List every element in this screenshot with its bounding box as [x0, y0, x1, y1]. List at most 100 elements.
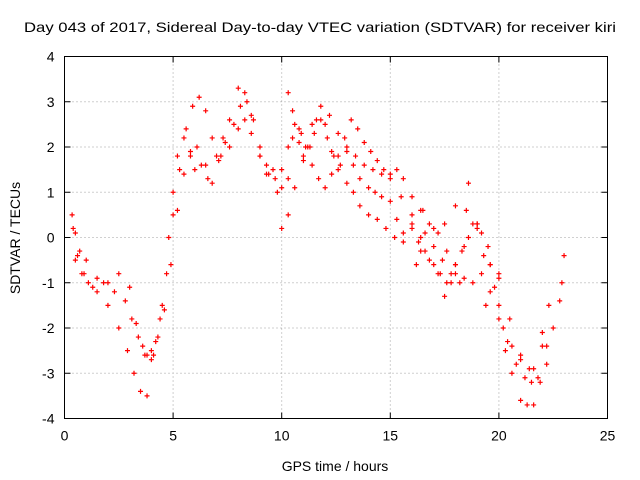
data-point — [237, 103, 243, 109]
plot-frame — [64, 56, 608, 419]
data-point — [452, 203, 458, 209]
data-point — [400, 176, 406, 182]
data-point — [203, 108, 209, 114]
data-point — [422, 230, 428, 236]
data-point — [544, 343, 550, 349]
data-point — [170, 189, 176, 195]
data-point — [387, 171, 393, 177]
data-point — [83, 257, 89, 263]
data-point — [435, 230, 441, 236]
data-point — [509, 343, 515, 349]
data-point — [526, 366, 532, 372]
data-point — [153, 339, 159, 345]
data-point — [394, 216, 400, 222]
data-point — [400, 239, 406, 245]
data-point — [342, 135, 348, 141]
data-point — [387, 176, 393, 182]
data-point — [452, 271, 458, 277]
data-point — [500, 325, 506, 331]
data-point — [379, 171, 385, 177]
data-point — [483, 302, 489, 308]
data-point — [209, 135, 215, 141]
data-point — [481, 253, 487, 259]
data-point — [292, 121, 298, 127]
data-point — [187, 149, 193, 155]
data-point — [220, 135, 226, 141]
data-point — [231, 121, 237, 127]
data-point — [194, 144, 200, 150]
data-point — [244, 99, 250, 105]
series-kiri-e — [413, 180, 567, 381]
data-point — [181, 135, 187, 141]
data-point — [300, 158, 306, 164]
data-point — [398, 194, 404, 200]
data-point — [242, 117, 248, 123]
data-point — [77, 248, 83, 254]
data-point — [70, 225, 76, 231]
data-point — [335, 130, 341, 136]
data-point — [322, 121, 328, 127]
data-point — [272, 176, 278, 182]
data-point — [374, 158, 380, 164]
data-point — [72, 257, 78, 263]
data-point — [442, 293, 448, 299]
data-point — [461, 275, 467, 281]
data-point — [250, 117, 256, 123]
y-tick-label-3: -1 — [42, 275, 55, 291]
data-point — [535, 375, 541, 381]
data-point — [539, 330, 545, 336]
data-point — [329, 171, 335, 177]
data-point — [457, 280, 463, 286]
x-tick-label-5: 25 — [600, 428, 616, 444]
data-point — [285, 90, 291, 96]
data-point — [518, 357, 524, 363]
data-point — [324, 135, 330, 141]
data-point — [181, 171, 187, 177]
y-tick-label-5: 1 — [47, 184, 55, 200]
data-point — [448, 271, 454, 277]
series-kiri-b — [70, 99, 545, 381]
data-point — [318, 117, 324, 123]
data-point — [279, 167, 285, 173]
data-point — [257, 144, 263, 150]
data-point — [444, 280, 450, 286]
data-point — [379, 194, 385, 200]
data-point — [550, 325, 556, 331]
data-point — [322, 185, 328, 191]
data-point — [487, 289, 493, 295]
data-point — [413, 262, 419, 268]
data-point — [435, 271, 441, 277]
data-point — [290, 135, 296, 141]
data-point — [285, 212, 291, 218]
data-point — [350, 162, 356, 168]
data-point — [355, 126, 361, 132]
data-point — [409, 225, 415, 231]
data-point — [174, 207, 180, 213]
series-kiri-c — [72, 94, 552, 399]
data-point — [470, 280, 476, 286]
data-point — [183, 126, 189, 132]
data-point — [85, 280, 91, 286]
data-point — [135, 334, 141, 340]
data-point — [426, 257, 432, 263]
data-point — [144, 393, 150, 399]
data-point — [431, 244, 437, 250]
y-tick-label-6: 2 — [47, 139, 55, 155]
data-point — [422, 248, 428, 254]
data-point — [131, 370, 137, 376]
data-point — [257, 153, 263, 159]
y-tick-label-1: -3 — [42, 365, 55, 381]
data-point — [335, 153, 341, 159]
data-point — [79, 271, 85, 277]
data-point — [116, 325, 122, 331]
data-point — [522, 375, 528, 381]
data-point — [69, 212, 75, 218]
data-point — [285, 144, 291, 150]
data-point — [561, 253, 567, 259]
data-point — [300, 153, 306, 159]
data-point — [461, 244, 467, 250]
data-point — [496, 316, 502, 322]
data-point — [227, 144, 233, 150]
data-point — [101, 280, 107, 286]
